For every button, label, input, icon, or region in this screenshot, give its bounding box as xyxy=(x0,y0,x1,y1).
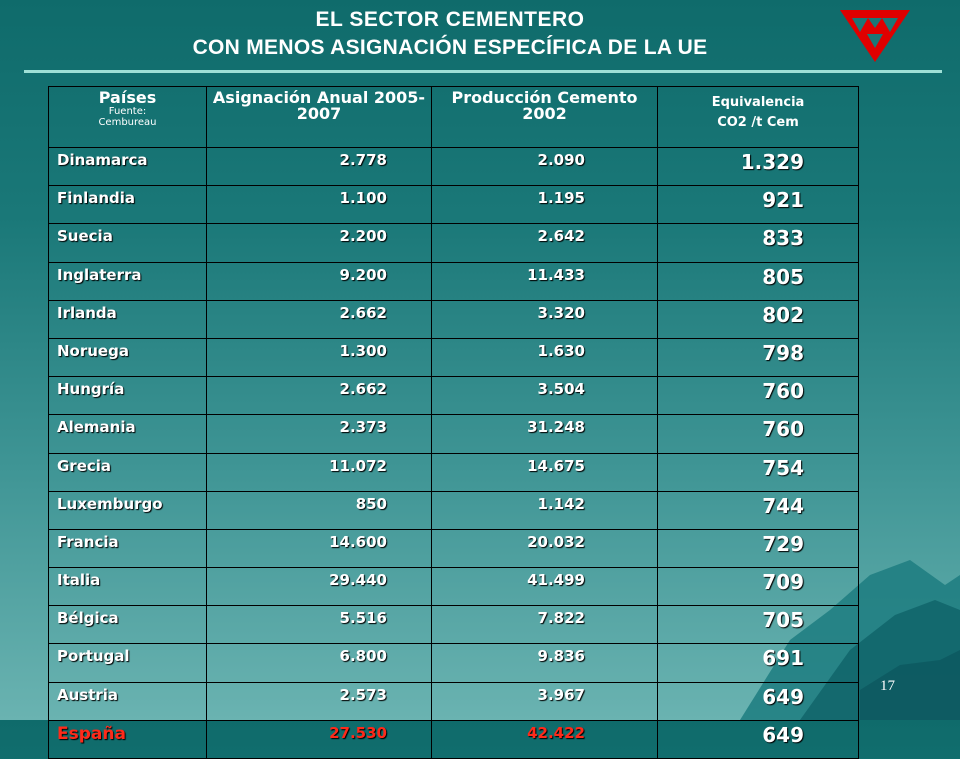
equivalence-cell: 729 xyxy=(657,528,859,569)
country-cell: Dinamarca xyxy=(48,146,207,187)
header-equivalence-label: Equivalencia xyxy=(711,95,805,110)
country-cell: Irlanda xyxy=(48,299,207,339)
country-cell: Hungría xyxy=(48,376,207,416)
table-row: Francia 14.600 20.032 729 xyxy=(48,528,859,569)
allocation-cell: 6.800 xyxy=(206,643,432,683)
equivalence-cell: 760 xyxy=(657,376,859,416)
table-header-row: Países Fuente: Cembureau Asignación Anua… xyxy=(48,86,859,148)
production-cell: 11.433 xyxy=(431,261,658,301)
header-production: Producción Cemento 2002 xyxy=(431,86,658,148)
header-source-name: Cembureau xyxy=(98,117,157,128)
equivalence-cell: 709 xyxy=(657,567,859,607)
country-cell: Bélgica xyxy=(48,605,207,645)
allocation-cell: 2.662 xyxy=(206,376,432,416)
production-cell: 31.248 xyxy=(431,414,658,454)
table-row: Austria 2.573 3.967 649 xyxy=(48,681,859,721)
allocation-cell: 29.440 xyxy=(206,567,432,607)
allocation-cell: 14.600 xyxy=(206,528,432,569)
country-cell: Noruega xyxy=(48,337,207,378)
equivalence-cell: 1.329 xyxy=(657,146,859,187)
allocation-cell: 2.662 xyxy=(206,299,432,339)
header-allocation: Asignación Anual 2005-2007 xyxy=(206,86,432,148)
allocation-cell: 2.573 xyxy=(206,681,432,721)
table-row: Luxemburgo 850 1.142 744 xyxy=(48,490,859,530)
allocation-cell: 2.373 xyxy=(206,414,432,454)
allocation-cell: 9.200 xyxy=(206,261,432,301)
country-cell: Francia xyxy=(48,528,207,569)
country-cell: Alemania xyxy=(48,414,207,454)
production-cell: 3.320 xyxy=(431,299,658,339)
table-row: Dinamarca 2.778 2.090 1.329 xyxy=(48,146,859,187)
equivalence-cell: 705 xyxy=(657,605,859,645)
production-cell: 1.630 xyxy=(431,337,658,378)
production-cell: 2.090 xyxy=(431,146,658,187)
equivalence-cell: 921 xyxy=(657,185,859,225)
allocation-cell: 850 xyxy=(206,490,432,530)
header-source-label: Fuente: xyxy=(108,106,147,117)
country-cell: España xyxy=(48,719,207,759)
cement-allocation-table: Países Fuente: Cembureau Asignación Anua… xyxy=(48,86,859,759)
equivalence-cell: 754 xyxy=(657,452,859,492)
equivalence-cell: 833 xyxy=(657,223,859,263)
header-allocation-label: Asignación Anual 2005-2007 xyxy=(212,88,426,123)
slide-title: EL SECTOR CEMENTERO CON MENOS ASIGNACIÓN… xyxy=(0,6,900,62)
header-equivalence: Equivalencia CO2 /t Cem xyxy=(657,86,859,148)
allocation-cell: 2.778 xyxy=(206,146,432,187)
country-cell: Suecia xyxy=(48,223,207,263)
production-cell: 1.142 xyxy=(431,490,658,530)
allocation-cell: 27.530 xyxy=(206,719,432,759)
allocation-cell: 1.300 xyxy=(206,337,432,378)
equivalence-cell: 691 xyxy=(657,643,859,683)
allocation-cell: 11.072 xyxy=(206,452,432,492)
production-cell: 1.195 xyxy=(431,185,658,225)
table-row: Irlanda 2.662 3.320 802 xyxy=(48,299,859,339)
header-country: Países Fuente: Cembureau xyxy=(48,86,207,148)
equivalence-cell: 649 xyxy=(657,681,859,721)
production-cell: 41.499 xyxy=(431,567,658,607)
production-cell: 2.642 xyxy=(431,223,658,263)
table-row: Finlandia 1.100 1.195 921 xyxy=(48,185,859,225)
production-cell: 3.967 xyxy=(431,681,658,721)
table-row: España 27.530 42.422 649 xyxy=(48,719,859,759)
country-cell: Portugal xyxy=(48,643,207,683)
table-row: Noruega 1.300 1.630 798 xyxy=(48,337,859,378)
country-cell: Grecia xyxy=(48,452,207,492)
production-cell: 14.675 xyxy=(431,452,658,492)
header-production-label: Producción Cemento 2002 xyxy=(451,88,638,123)
production-cell: 7.822 xyxy=(431,605,658,645)
country-cell: Luxemburgo xyxy=(48,490,207,530)
production-cell: 9.836 xyxy=(431,643,658,683)
country-cell: Italia xyxy=(48,567,207,607)
header-country-label: Países xyxy=(98,88,157,107)
title-divider xyxy=(24,70,942,73)
table-row: Portugal 6.800 9.836 691 xyxy=(48,643,859,683)
allocation-cell: 1.100 xyxy=(206,185,432,225)
equivalence-cell: 760 xyxy=(657,414,859,454)
country-cell: Austria xyxy=(48,681,207,721)
equivalence-cell: 802 xyxy=(657,299,859,339)
equivalence-cell: 744 xyxy=(657,490,859,530)
allocation-cell: 2.200 xyxy=(206,223,432,263)
production-cell: 20.032 xyxy=(431,528,658,569)
table-row: Alemania 2.373 31.248 760 xyxy=(48,414,859,454)
red-triple-triangle-logo-icon xyxy=(840,10,910,62)
table-row: Italia 29.440 41.499 709 xyxy=(48,567,859,607)
header-equivalence-unit: CO2 /t Cem xyxy=(717,115,799,130)
table-row: Bélgica 5.516 7.822 705 xyxy=(48,605,859,645)
production-cell: 42.422 xyxy=(431,719,658,759)
page-number: 17 xyxy=(880,678,895,694)
country-cell: Finlandia xyxy=(48,185,207,225)
allocation-cell: 5.516 xyxy=(206,605,432,645)
title-line-1: EL SECTOR CEMENTERO xyxy=(315,8,585,31)
production-cell: 3.504 xyxy=(431,376,658,416)
table-row: Inglaterra 9.200 11.433 805 xyxy=(48,261,859,301)
equivalence-cell: 798 xyxy=(657,337,859,378)
title-line-2: CON MENOS ASIGNACIÓN ESPECÍFICA DE LA UE xyxy=(192,36,708,59)
table-row: Hungría 2.662 3.504 760 xyxy=(48,376,859,416)
equivalence-cell: 805 xyxy=(657,261,859,301)
table-row: Suecia 2.200 2.642 833 xyxy=(48,223,859,263)
equivalence-cell: 649 xyxy=(657,719,859,759)
table-row: Grecia 11.072 14.675 754 xyxy=(48,452,859,492)
country-cell: Inglaterra xyxy=(48,261,207,301)
